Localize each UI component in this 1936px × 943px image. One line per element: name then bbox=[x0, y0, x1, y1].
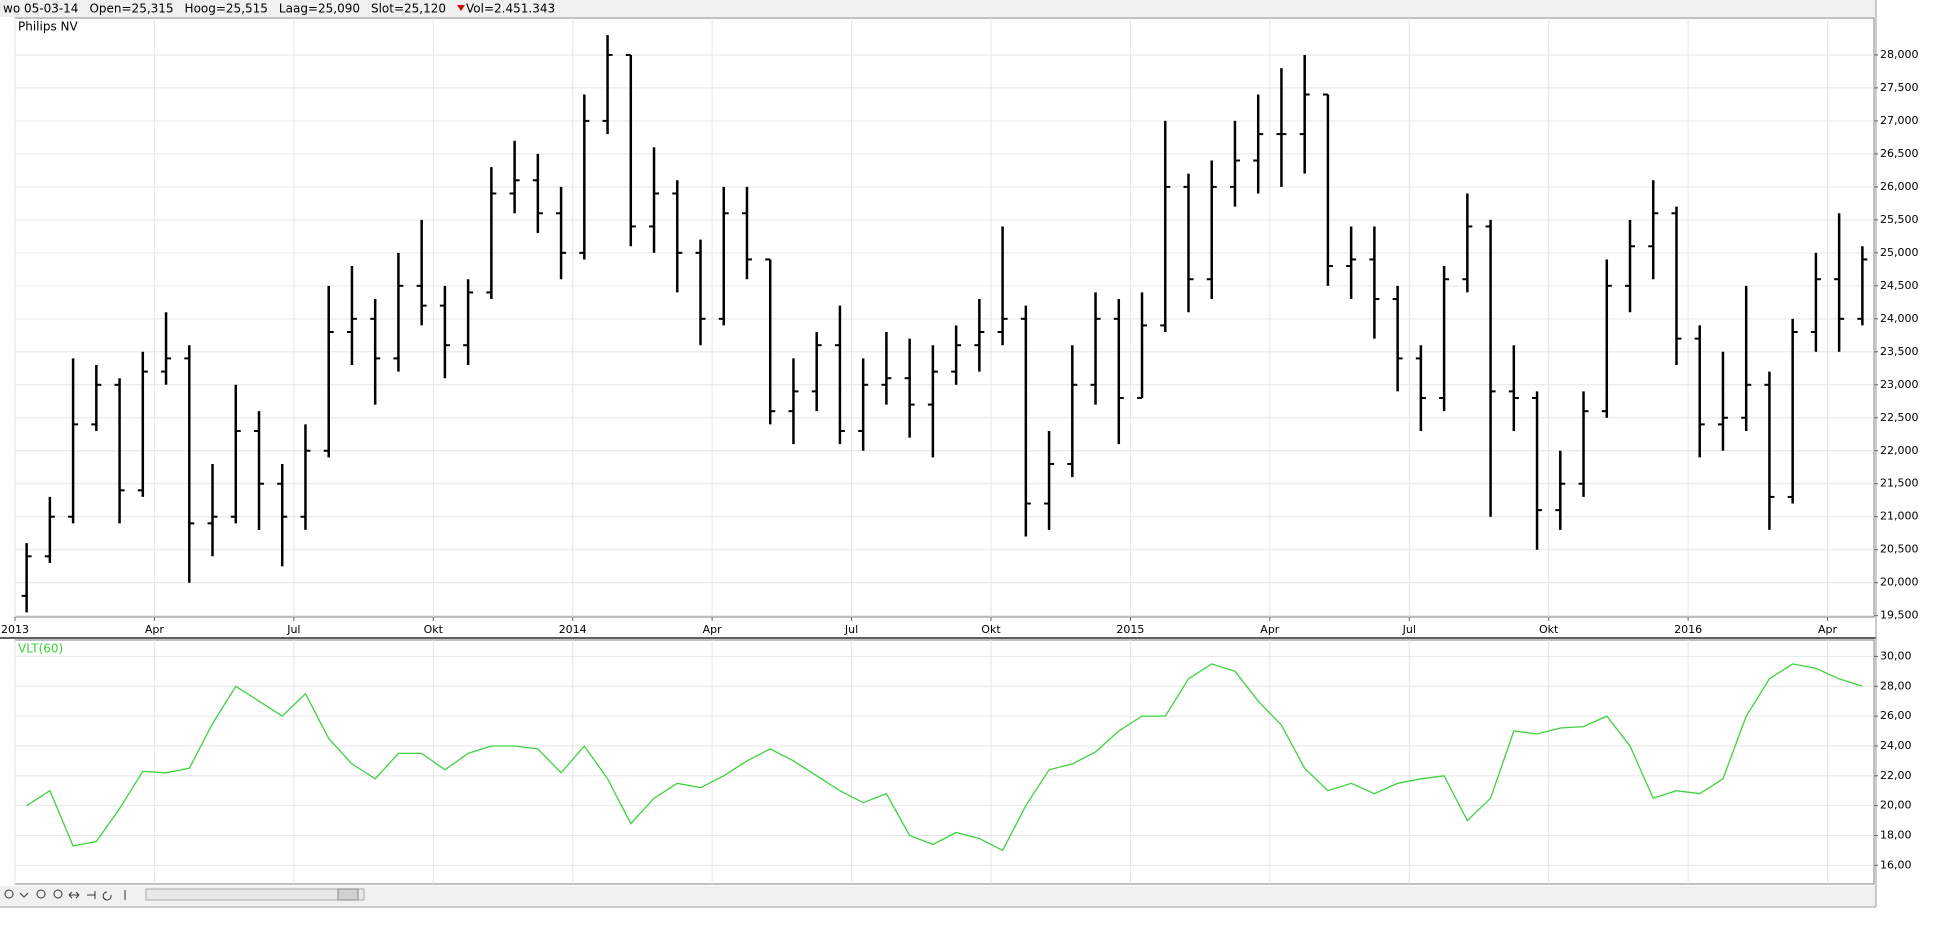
x-tick-label: Jul bbox=[286, 623, 300, 636]
x-tick-label: Apr bbox=[1260, 623, 1280, 636]
scrollbar[interactable] bbox=[145, 888, 365, 901]
status-item: Vol=2.451.343 bbox=[466, 2, 555, 16]
end-icon[interactable] bbox=[87, 891, 96, 899]
x-tick-label: 2014 bbox=[559, 623, 587, 636]
y-tick-label: 21,500 bbox=[1880, 477, 1919, 490]
y-tick-label: 22,500 bbox=[1880, 411, 1919, 424]
y-tick-label: 20,00 bbox=[1880, 799, 1912, 812]
x-tick-label: 2013 bbox=[1, 623, 29, 636]
x-tick-label: Apr bbox=[145, 623, 165, 636]
x-tick-label: Okt bbox=[981, 623, 1001, 636]
y-tick-label: 27,500 bbox=[1880, 81, 1919, 94]
indicator-panel bbox=[14, 639, 1875, 885]
chart-title: Philips NV bbox=[18, 20, 79, 34]
y-tick-label: 30,00 bbox=[1880, 649, 1912, 662]
x-tick-label: Apr bbox=[703, 623, 723, 636]
y-tick-label: 28,000 bbox=[1880, 48, 1919, 61]
y-tick-label: 19,500 bbox=[1880, 609, 1919, 622]
x-tick-label: 2016 bbox=[1674, 623, 1702, 636]
toolbar bbox=[0, 886, 1876, 906]
status-bar bbox=[0, 0, 1876, 17]
y-tick-label: 28,00 bbox=[1880, 679, 1912, 692]
y-tick-label: 22,00 bbox=[1880, 769, 1912, 782]
x-tick-label: Jul bbox=[844, 623, 858, 636]
y-tick-label: 23,000 bbox=[1880, 378, 1919, 391]
y-tick-label: 27,000 bbox=[1880, 114, 1919, 127]
status-item: Hoog=25,515 bbox=[185, 2, 268, 16]
indicator-line bbox=[26, 663, 1863, 852]
y-tick-label: 24,000 bbox=[1880, 312, 1919, 325]
y-tick-label: 16,00 bbox=[1880, 858, 1912, 871]
y-tick-label: 22,000 bbox=[1880, 444, 1919, 457]
y-tick-label: 20,000 bbox=[1880, 576, 1919, 589]
down-arrow-icon bbox=[457, 5, 466, 11]
y-tick-label: 26,00 bbox=[1880, 709, 1912, 722]
y-tick-label: 24,00 bbox=[1880, 739, 1912, 752]
indicator-title: VLT(60) bbox=[18, 642, 63, 656]
status-item: Slot=25,120 bbox=[371, 2, 446, 16]
status-item: Laag=25,090 bbox=[279, 2, 360, 16]
y-tick-label: 26,500 bbox=[1880, 147, 1919, 160]
scroll-thumb[interactable] bbox=[337, 888, 359, 901]
reset-icon[interactable] bbox=[102, 891, 112, 901]
y-tick-label: 25,000 bbox=[1880, 246, 1919, 259]
dropdown-icon[interactable] bbox=[19, 892, 29, 898]
zoom-in-icon[interactable] bbox=[36, 889, 46, 899]
y-tick-label: 25,500 bbox=[1880, 213, 1919, 226]
y-tick-label: 23,500 bbox=[1880, 345, 1919, 358]
y-tick-label: 26,000 bbox=[1880, 180, 1919, 193]
fit-icon[interactable] bbox=[68, 891, 80, 899]
x-tick-label: Jul bbox=[1402, 623, 1416, 636]
toolbar-icons[interactable] bbox=[4, 888, 365, 901]
y-tick-label: 21,000 bbox=[1880, 510, 1919, 523]
y-tick-label: 20,500 bbox=[1880, 543, 1919, 556]
status-items: wo 05-03-14 Open=25,315 Hoog=25,515 Laag=25… bbox=[3, 2, 555, 16]
y-tick-label: 24,500 bbox=[1880, 279, 1919, 292]
x-tick-label: Okt bbox=[1539, 623, 1559, 636]
zoom-out-icon[interactable] bbox=[53, 889, 63, 899]
status-item: wo 05-03-14 bbox=[3, 2, 78, 16]
x-tick-label: Okt bbox=[424, 623, 444, 636]
y-tick-label: 18,00 bbox=[1880, 828, 1912, 841]
x-tick-label: 2015 bbox=[1116, 623, 1144, 636]
x-tick-label: Apr bbox=[1818, 623, 1838, 636]
zoom-icon[interactable] bbox=[4, 889, 14, 899]
status-item: Open=25,315 bbox=[89, 2, 173, 16]
